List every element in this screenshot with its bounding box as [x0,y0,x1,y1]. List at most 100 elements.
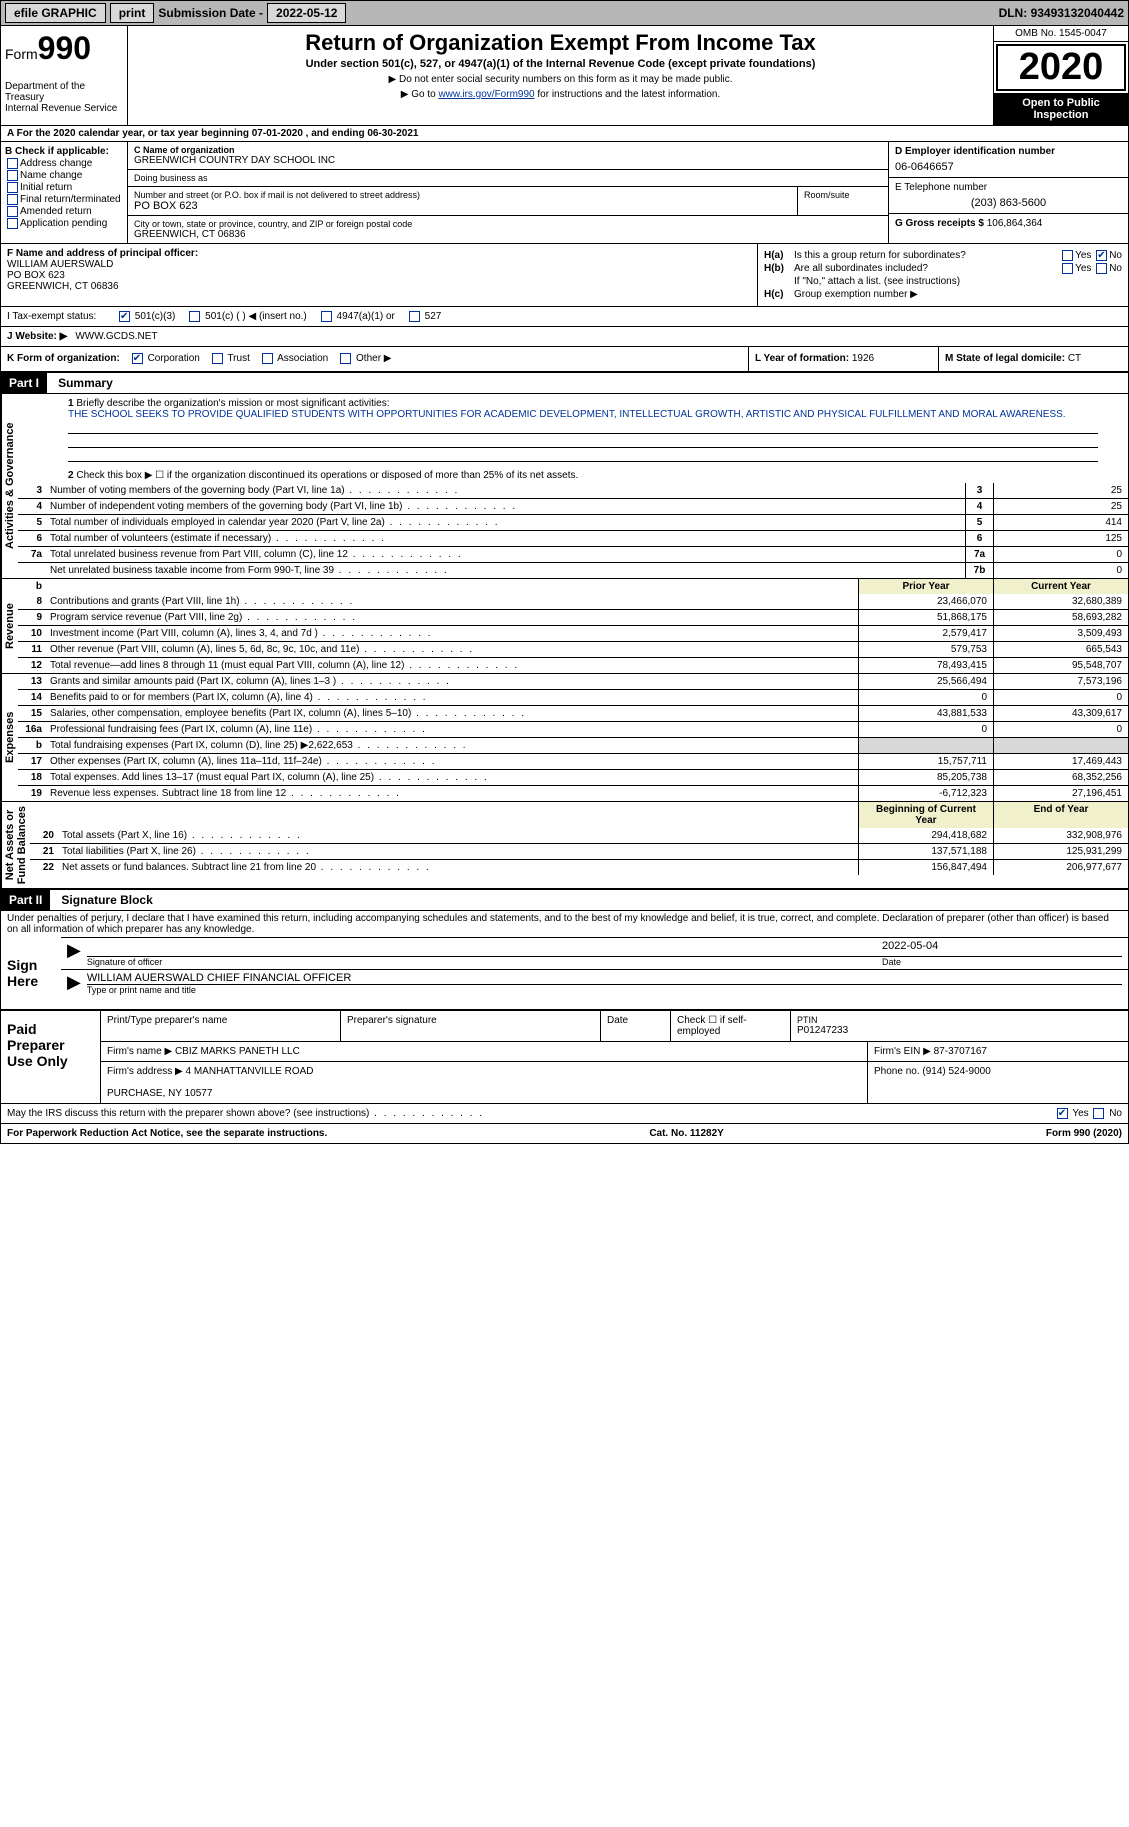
chk-initial-return[interactable]: Initial return [5,182,123,193]
tel-value: (203) 863-5600 [895,197,1122,209]
preparer-sig-label: Preparer's signature [341,1011,601,1041]
no-ssn-note: ▶ Do not enter social security numbers o… [136,74,985,85]
data-row: Net unrelated business taxable income fr… [18,562,1128,578]
irs-link[interactable]: www.irs.gov/Form990 [438,89,534,100]
data-row: 13Grants and similar amounts paid (Part … [18,674,1128,689]
data-row: 21Total liabilities (Part X, line 26)137… [30,843,1128,859]
form-org-type: K Form of organization: Corporation Trus… [1,347,748,370]
dln: DLN: 93493132040442 [999,6,1124,20]
data-row: 18Total expenses. Add lines 13–17 (must … [18,769,1128,785]
data-row: 14Benefits paid to or for members (Part … [18,689,1128,705]
mission-text: THE SCHOOL SEEKS TO PROVIDE QUALIFIED ST… [68,409,1098,420]
tax-year: 2020 [996,44,1126,91]
discuss-row: May the IRS discuss this return with the… [1,1103,1128,1123]
ein-label: D Employer identification number [895,146,1122,157]
preparer-date-label: Date [601,1011,671,1041]
chk-address-change[interactable]: Address change [5,158,123,169]
org-name-label: C Name of organization [134,145,882,155]
form-title: Return of Organization Exempt From Incom… [136,30,985,56]
col-f-officer: F Name and address of principal officer:… [1,244,758,306]
prior-year-hdr: Prior Year [858,579,993,594]
current-year-hdr: Current Year [993,579,1128,594]
open-inspection: Open to Public Inspection [994,93,1128,125]
data-row: 19Revenue less expenses. Subtract line 1… [18,785,1128,801]
tax-status-label: I Tax-exempt status: [1,307,111,326]
addr-value: PO BOX 623 [134,200,791,212]
col-h: H(a) Is this a group return for subordin… [758,244,1128,306]
form-number: Form990 [5,30,123,67]
website-row: J Website: ▶ WWW.GCDS.NET [1,327,1128,347]
room-label: Room/suite [804,190,882,200]
preparer-name-label: Print/Type preparer's name [101,1011,341,1041]
officer-name-label: Type or print name and title [87,984,1122,995]
org-name: GREENWICH COUNTRY DAY SCHOOL INC [134,155,882,166]
tel-label: E Telephone number [895,182,1122,193]
form-container: Form990 Department of the Treasury Inter… [0,26,1129,1144]
dba-label: Doing business as [134,173,882,183]
subdate-value: 2022-05-12 [267,3,346,23]
line-a: A For the 2020 calendar year, or tax yea… [1,126,1128,142]
data-row: 12Total revenue—add lines 8 through 11 (… [18,657,1128,673]
data-row: 10Investment income (Part VIII, column (… [18,625,1128,641]
data-row: 8Contributions and grants (Part VIII, li… [18,594,1128,609]
data-row: 17Other expenses (Part IX, column (A), l… [18,753,1128,769]
side-revenue: Revenue [1,579,18,673]
data-row: 9Program service revenue (Part VIII, lin… [18,609,1128,625]
dept-label: Department of the Treasury Internal Reve… [5,81,123,114]
data-row: 7aTotal unrelated business revenue from … [18,546,1128,562]
chk-amended[interactable]: Amended return [5,206,123,217]
firm-ein: 87-3707167 [934,1046,987,1057]
chk-name-change[interactable]: Name change [5,170,123,181]
tax-status-options: 501(c)(3) 501(c) ( ) ◀ (insert no.) 4947… [111,307,1128,326]
part1-title: Summary [50,373,121,393]
officer-name: WILLIAM AUERSWALD CHIEF FINANCIAL OFFICE… [87,972,1122,984]
col-d: D Employer identification number 06-0646… [888,142,1128,243]
data-row: 3Number of voting members of the governi… [18,483,1128,498]
goto-link-line: ▶ Go to www.irs.gov/Form990 for instruct… [136,89,985,100]
row-num-b: b [18,579,46,594]
firm-name: CBIZ MARKS PANETH LLC [175,1046,300,1057]
data-row: 11Other revenue (Part VIII, column (A), … [18,641,1128,657]
state-domicile: M State of legal domicile: CT [938,347,1128,370]
data-row: bTotal fundraising expenses (Part IX, co… [18,737,1128,753]
part2-title: Signature Block [53,890,160,910]
city-label: City or town, state or province, country… [134,219,882,229]
city-value: GREENWICH, CT 06836 [134,229,882,240]
efile-label: efile GRAPHIC [5,3,106,23]
sig-arrow-icon: ▶ [67,940,81,967]
bcy-hdr: Beginning of Current Year [858,802,993,828]
sig-arrow-icon-2: ▶ [67,972,81,995]
data-row: 4Number of independent voting members of… [18,498,1128,514]
side-expenses: Expenses [1,674,18,801]
part1-header: Part I [1,373,47,393]
sig-date: 2022-05-04 [882,940,1122,956]
perjury-declaration: Under penalties of perjury, I declare th… [1,911,1128,937]
data-row: 16aProfessional fundraising fees (Part I… [18,721,1128,737]
ein-value: 06-0646657 [895,161,1122,173]
addr-label: Number and street (or P.O. box if mail i… [134,190,791,200]
side-net-assets: Net Assets or Fund Balances [1,802,30,888]
form-header: Form990 Department of the Treasury Inter… [1,26,1128,126]
col-b-header: B Check if applicable: [5,146,123,157]
sig-date-label: Date [882,956,1122,967]
ptin-label: PTIN [797,1015,1122,1025]
gross-value: 106,864,364 [987,218,1043,229]
omb-number: OMB No. 1545-0047 [994,26,1128,42]
page-footer: For Paperwork Reduction Act Notice, see … [1,1123,1128,1143]
subdate-label: Submission Date - [158,6,263,20]
col-c-orginfo: C Name of organization GREENWICH COUNTRY… [128,142,888,243]
chk-final-return[interactable]: Final return/terminated [5,194,123,205]
print-button[interactable]: print [110,3,155,23]
form-subtitle: Under section 501(c), 527, or 4947(a)(1)… [136,58,985,70]
eoy-hdr: End of Year [993,802,1128,828]
side-activities-governance: Activities & Governance [1,394,18,578]
chk-app-pending[interactable]: Application pending [5,218,123,229]
ptin-value: P01247233 [797,1025,1122,1036]
sign-here-label: Sign Here [1,937,61,1009]
self-employed-chk[interactable]: Check ☐ if self-employed [671,1011,791,1041]
part2-header: Part II [1,890,50,910]
data-row: 20Total assets (Part X, line 16)294,418,… [30,828,1128,843]
data-row: 5Total number of individuals employed in… [18,514,1128,530]
paid-preparer-label: Paid Preparer Use Only [1,1011,101,1103]
data-row: 6Total number of volunteers (estimate if… [18,530,1128,546]
